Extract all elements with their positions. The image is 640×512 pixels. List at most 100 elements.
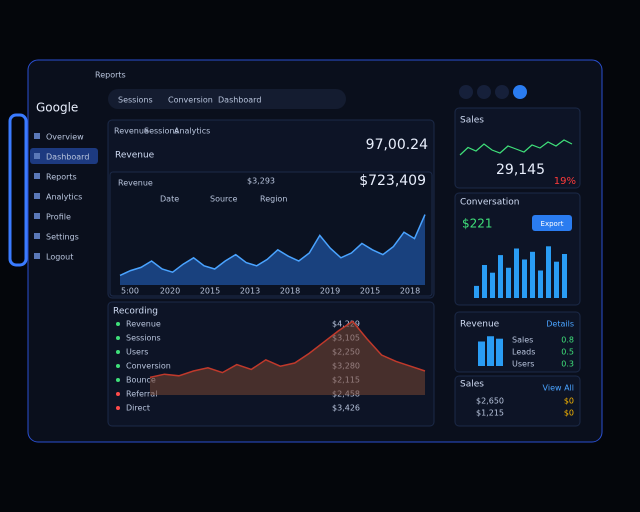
- row-dot: [116, 406, 120, 410]
- row-value: $4,229: [332, 320, 360, 329]
- bar: [522, 259, 527, 298]
- bar: [482, 265, 487, 298]
- billing-row: Users: [512, 360, 534, 369]
- x-label: 2020: [160, 287, 180, 296]
- nav-icon: [34, 253, 40, 259]
- nav-item[interactable]: Profile: [46, 213, 71, 222]
- sales-title: Sales: [460, 380, 484, 390]
- x-label: 2018: [400, 287, 420, 296]
- sales-row: $2,650: [476, 397, 504, 406]
- x-label: 2013: [240, 287, 260, 296]
- bar: [538, 270, 543, 298]
- stat-change: 19%: [554, 176, 576, 187]
- icon-button[interactable]: [513, 85, 527, 99]
- row-name: Referral: [126, 390, 157, 399]
- main-tab[interactable]: Analytics: [174, 127, 210, 136]
- export-label[interactable]: Export: [541, 220, 564, 228]
- sales-button[interactable]: View All: [543, 384, 574, 393]
- export-button[interactable]: [532, 215, 572, 231]
- billing-panel: [454, 311, 581, 373]
- nav-icon: [34, 173, 40, 179]
- billing-row: Sales: [512, 336, 533, 345]
- sales-value: $0: [564, 409, 574, 418]
- stat-panel: [454, 107, 581, 189]
- glow: [8, 113, 28, 267]
- x-label: 5:00: [121, 287, 139, 296]
- nav-item[interactable]: Overview: [46, 133, 84, 142]
- area-fill: [150, 321, 425, 395]
- icon-button[interactable]: [459, 85, 473, 99]
- row-name: Bounce: [126, 376, 156, 385]
- x-label: 2015: [360, 287, 380, 296]
- main-tab[interactable]: Revenue: [114, 127, 149, 136]
- row-dot: [116, 364, 120, 368]
- billing-title: Revenue: [460, 320, 500, 330]
- billing-row: Leads: [512, 348, 535, 357]
- row-value: $3,426: [332, 404, 360, 413]
- row-name: Conversion: [126, 362, 171, 371]
- icon-button[interactable]: [495, 85, 509, 99]
- chart-panel: [109, 171, 433, 297]
- search-tab[interactable]: Dashboard: [218, 96, 261, 105]
- search-bar[interactable]: [108, 89, 346, 109]
- stat-value: 29,145: [496, 162, 545, 178]
- billing-button[interactable]: Details: [546, 320, 574, 329]
- main-title: Revenue: [115, 151, 155, 161]
- bar: [478, 341, 485, 366]
- bar: [546, 246, 551, 298]
- nav-icon: [34, 213, 40, 219]
- billing-value: 0.3: [561, 360, 574, 369]
- bar: [474, 285, 479, 298]
- nav-icon: [34, 233, 40, 239]
- nav-item[interactable]: Reports: [46, 173, 77, 182]
- nav-icon: [34, 193, 40, 199]
- billing-value: 0.8: [561, 336, 574, 345]
- top-menu: Reports: [95, 71, 126, 80]
- filter[interactable]: Source: [210, 195, 238, 204]
- row-dot: [116, 322, 120, 326]
- filter[interactable]: Date: [160, 195, 179, 204]
- search-tab[interactable]: Conversion: [168, 96, 213, 105]
- subtotal: $723,409: [359, 173, 426, 189]
- row-dot: [116, 392, 120, 396]
- row-dot: [116, 378, 120, 382]
- filter[interactable]: Region: [260, 195, 287, 204]
- nav-item[interactable]: Analytics: [46, 193, 82, 202]
- row-dot: [116, 336, 120, 340]
- panel-value: $3,293: [247, 177, 275, 186]
- area-line: [149, 320, 426, 379]
- icon-button[interactable]: [477, 85, 491, 99]
- bar: [530, 251, 535, 298]
- logo: Google: [36, 101, 78, 115]
- conversion-value: $221: [462, 217, 493, 231]
- nav-item[interactable]: Dashboard: [46, 153, 89, 162]
- bar: [487, 336, 494, 366]
- area-line: [119, 214, 426, 277]
- total: 97,00.24: [366, 137, 428, 153]
- main-tab[interactable]: Sessions: [144, 127, 179, 136]
- x-label: 2015: [200, 287, 220, 296]
- x-label: 2018: [280, 287, 300, 296]
- stat-label: Sales: [460, 116, 484, 126]
- area-fill: [120, 214, 425, 285]
- bar: [562, 254, 567, 298]
- row-name: Sessions: [126, 334, 161, 343]
- row-name: Direct: [126, 404, 150, 413]
- bar: [496, 338, 503, 366]
- bar: [554, 261, 559, 298]
- conversion-title: Conversation: [460, 198, 520, 208]
- sales-panel: [454, 375, 581, 427]
- bar: [514, 248, 519, 298]
- nav-item[interactable]: Logout: [46, 253, 73, 262]
- search-tab[interactable]: Sessions: [118, 96, 153, 105]
- billing-value: 0.5: [561, 348, 574, 357]
- x-label: 2019: [320, 287, 340, 296]
- nav-icon: [34, 133, 40, 139]
- panel-label: Revenue: [118, 179, 153, 188]
- bar: [498, 255, 503, 298]
- nav-item[interactable]: Settings: [46, 233, 79, 242]
- sparkline: [459, 139, 573, 156]
- bar: [506, 267, 511, 298]
- sales-row: $1,215: [476, 409, 504, 418]
